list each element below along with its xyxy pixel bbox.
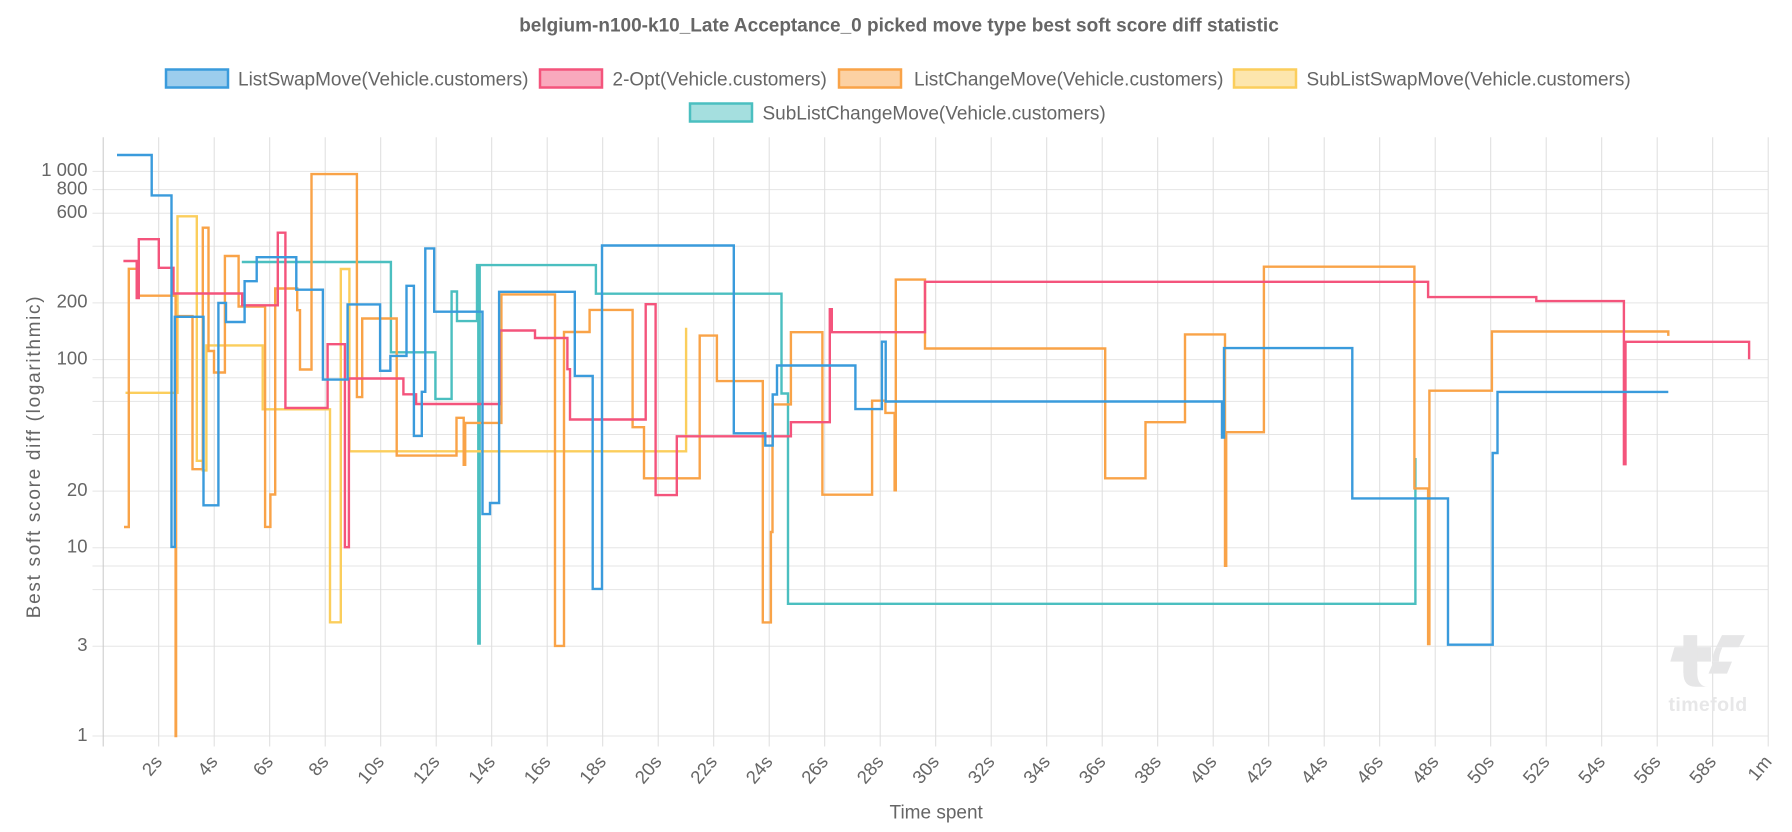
svg-text:20: 20 <box>67 479 88 500</box>
svg-text:SubListChangeMove(Vehicle.cust: SubListChangeMove(Vehicle.customers) <box>763 104 1106 125</box>
svg-text:Best soft score diff (logarith: Best soft score diff (logarithmic) <box>24 295 45 619</box>
svg-text:10: 10 <box>67 536 88 557</box>
svg-text:100: 100 <box>57 347 88 368</box>
svg-text:200: 200 <box>57 291 88 312</box>
svg-text:Time spent: Time spent <box>890 803 984 824</box>
svg-text:SubListSwapMove(Vehicle.custom: SubListSwapMove(Vehicle.customers) <box>1307 70 1631 91</box>
svg-text:3: 3 <box>77 634 87 655</box>
svg-text:2-Opt(Vehicle.customers): 2-Opt(Vehicle.customers) <box>613 70 827 91</box>
svg-text:800: 800 <box>57 177 88 198</box>
svg-text:timefold: timefold <box>1668 694 1747 716</box>
svg-text:ListChangeMove(Vehicle.custome: ListChangeMove(Vehicle.customers) <box>914 70 1223 91</box>
svg-text:1 000: 1 000 <box>41 159 87 180</box>
svg-text:ListSwapMove(Vehicle.customers: ListSwapMove(Vehicle.customers) <box>238 70 528 91</box>
svg-text:600: 600 <box>57 201 88 222</box>
svg-text:belgium-n100-k10_Late Acceptan: belgium-n100-k10_Late Acceptance_0 picke… <box>519 16 1279 37</box>
svg-text:1: 1 <box>77 724 87 745</box>
